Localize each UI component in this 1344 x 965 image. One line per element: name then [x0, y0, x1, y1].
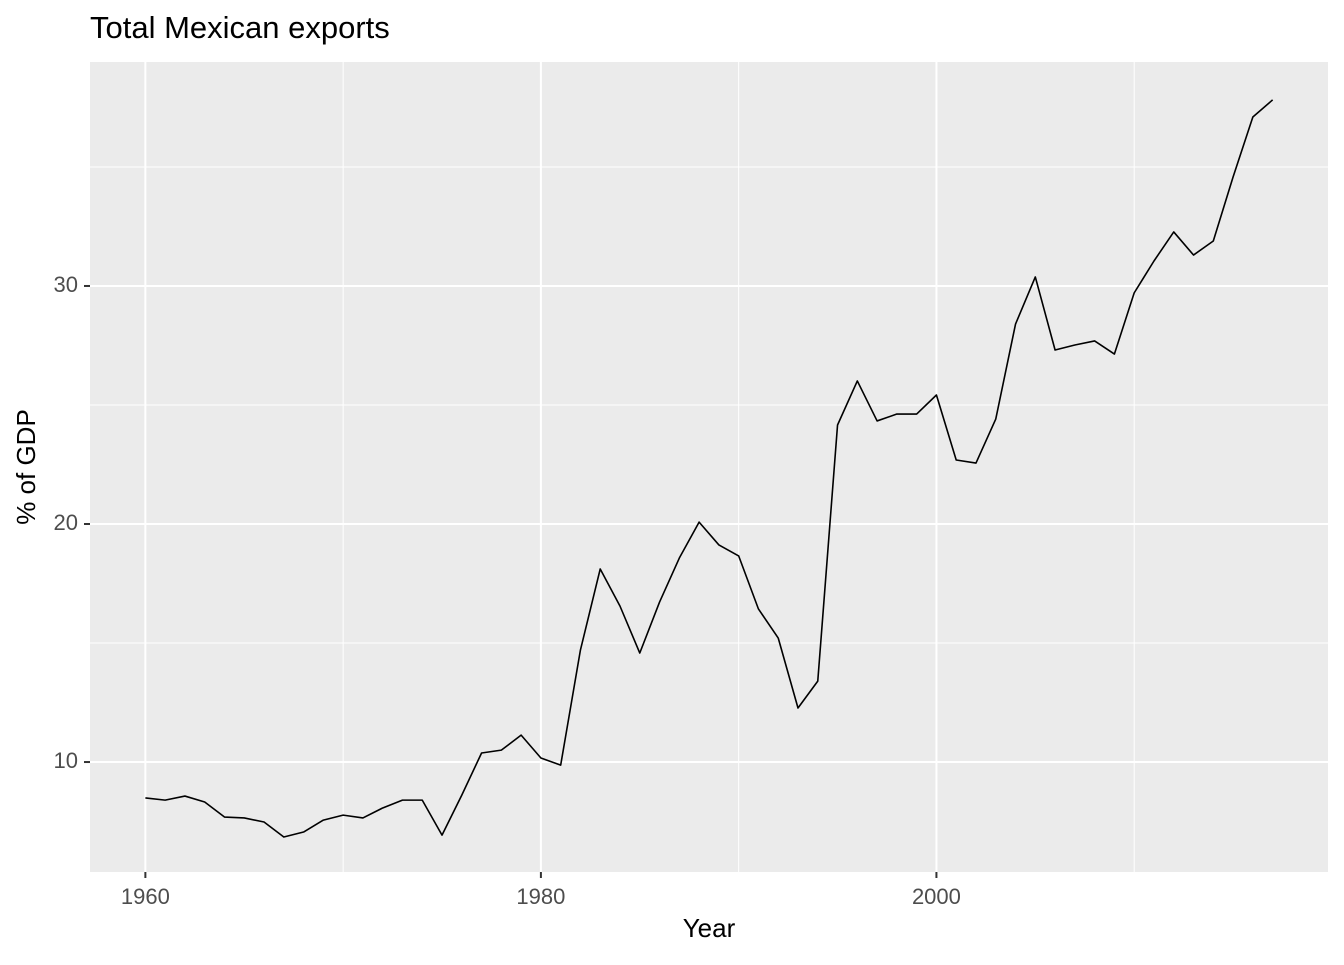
x-tick-label: 1960 — [121, 884, 170, 909]
chart-title: Total Mexican exports — [90, 10, 390, 45]
y-tick-label: 10 — [54, 748, 78, 773]
x-axis-title: Year — [683, 913, 736, 943]
y-tick-label: 20 — [54, 510, 78, 535]
x-tick-label: 1980 — [516, 884, 565, 909]
y-axis-title: % of GDP — [11, 409, 41, 525]
plot-panel — [90, 62, 1328, 872]
x-tick-label: 2000 — [912, 884, 961, 909]
data-line — [145, 99, 1274, 838]
y-tick-label: 30 — [54, 272, 78, 297]
